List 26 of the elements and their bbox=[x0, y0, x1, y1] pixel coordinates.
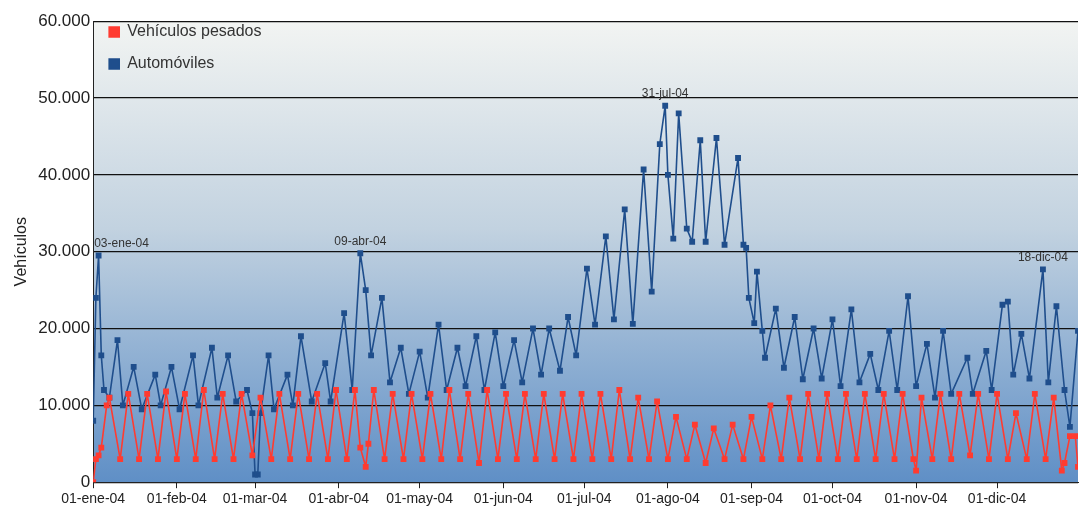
annotation: 31-jul-04 bbox=[641, 86, 689, 101]
y-tick-label: 20.000 bbox=[38, 318, 91, 338]
y-tick-label: 40.000 bbox=[38, 164, 91, 184]
annotation: 03-ene-04 bbox=[94, 235, 150, 250]
y-tick-label: 50.000 bbox=[38, 87, 91, 107]
x-tick-label: 01-oct-04 bbox=[802, 490, 863, 507]
legend-label: Vehículos pesados bbox=[127, 22, 262, 40]
x-tick-label: 01-jun-04 bbox=[473, 490, 534, 507]
x-tick-label: 01-dic-04 bbox=[967, 490, 1027, 507]
y-tick-label: 0 bbox=[80, 471, 91, 491]
y-axis-title: Vehículos bbox=[12, 217, 30, 287]
y-tick-label: 30.000 bbox=[38, 241, 91, 261]
y-tick-label: 60.000 bbox=[38, 10, 91, 30]
x-tick-label: 01-nov-04 bbox=[884, 490, 948, 507]
x-tick-label: 01-abr-04 bbox=[308, 490, 370, 507]
x-tick-label: 01-sep-04 bbox=[720, 490, 784, 507]
y-tick-label: 10.000 bbox=[38, 395, 91, 415]
annotation: 18-dic-04 bbox=[1017, 249, 1069, 264]
x-tick-label: 01-mar-04 bbox=[222, 490, 288, 507]
x-tick-label: 01-ene-04 bbox=[61, 490, 126, 507]
x-tick-label: 01-jul-04 bbox=[557, 490, 612, 507]
annotation: 09-abr-04 bbox=[334, 233, 387, 248]
x-tick-label: 01-feb-04 bbox=[146, 490, 208, 507]
x-tick-label: 01-ago-04 bbox=[635, 490, 701, 507]
x-tick-label: 01-may-04 bbox=[386, 490, 454, 507]
legend-label: Automóviles bbox=[127, 54, 215, 72]
